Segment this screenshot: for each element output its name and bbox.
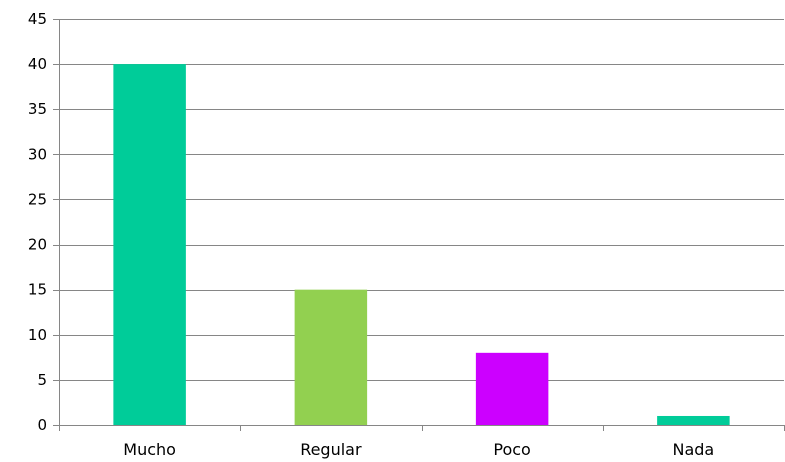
y-tick-label-10: 10 xyxy=(28,326,47,344)
x-tick-label-mucho: Mucho xyxy=(123,440,176,459)
x-tick-label-poco: Poco xyxy=(493,440,530,459)
y-tick-label-40: 40 xyxy=(28,55,47,73)
bar-regular xyxy=(294,289,368,425)
bar-nada xyxy=(657,415,730,425)
y-tick-label-35: 35 xyxy=(28,100,47,118)
y-tick-label-15: 15 xyxy=(28,281,47,299)
x-tick-label-regular: Regular xyxy=(300,440,362,459)
y-tick-label-0: 0 xyxy=(37,416,47,434)
bar-poco xyxy=(475,352,549,425)
y-tick-label-30: 30 xyxy=(28,145,47,163)
tick-labels: 0 5 10 15 20 25 30 35 40 45 Mucho Regular Poco Nada xyxy=(28,10,714,459)
y-tick-label-20: 20 xyxy=(28,236,47,254)
y-tick-label-45: 45 xyxy=(28,10,47,28)
axes xyxy=(53,19,785,431)
x-tick-label-nada: Nada xyxy=(673,440,715,459)
bars xyxy=(113,64,730,425)
y-tick-label-25: 25 xyxy=(28,190,47,208)
bar-mucho xyxy=(113,64,186,425)
y-tick-label-5: 5 xyxy=(37,371,47,389)
